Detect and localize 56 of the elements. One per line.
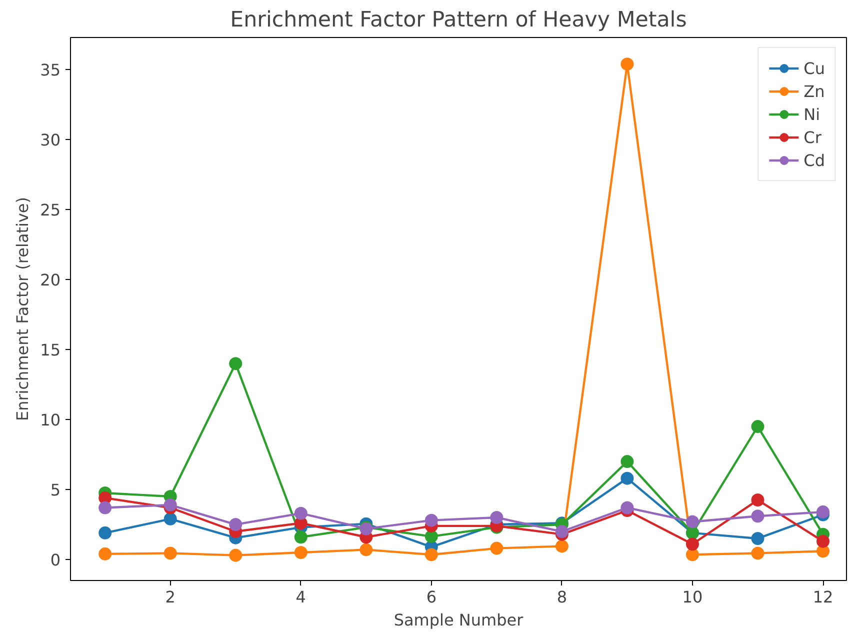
point bbox=[555, 525, 568, 538]
x-tick-label: 8 bbox=[556, 588, 568, 606]
legend-label: Cd bbox=[804, 150, 825, 170]
point bbox=[229, 548, 242, 562]
y-tick-label: 15 bbox=[40, 340, 60, 360]
y-tick-label: 25 bbox=[40, 200, 60, 220]
y-tick-label: 10 bbox=[40, 410, 60, 430]
legend-label: Cr bbox=[804, 128, 822, 146]
point bbox=[164, 498, 177, 512]
x-tick-label: 6 bbox=[426, 588, 437, 606]
legend-label: Zn bbox=[804, 82, 825, 100]
x-tick-label: 2 bbox=[165, 588, 176, 606]
point bbox=[98, 547, 112, 560]
point bbox=[686, 515, 699, 528]
point bbox=[751, 510, 764, 523]
point bbox=[164, 546, 177, 560]
point bbox=[424, 530, 438, 543]
point bbox=[620, 472, 634, 485]
point bbox=[751, 546, 764, 560]
point bbox=[620, 58, 634, 71]
point bbox=[620, 455, 634, 468]
point bbox=[620, 501, 634, 514]
x-tick-label: 12 bbox=[812, 588, 834, 606]
point bbox=[490, 542, 504, 555]
point bbox=[98, 526, 112, 540]
y-tick-label: 30 bbox=[40, 130, 60, 150]
point bbox=[490, 511, 504, 524]
point bbox=[751, 420, 764, 434]
point bbox=[686, 538, 699, 551]
x-axis-title: Sample Number bbox=[394, 610, 524, 630]
y-axis-title: Enrichment Factor (relative) bbox=[13, 196, 32, 422]
point bbox=[360, 543, 373, 556]
legend-label: Cu bbox=[804, 58, 825, 78]
point bbox=[98, 501, 112, 514]
y-tick-label: 20 bbox=[40, 270, 60, 290]
point bbox=[424, 548, 438, 562]
y-tick-label: 0 bbox=[50, 550, 61, 570]
point bbox=[816, 505, 830, 518]
point bbox=[686, 548, 699, 562]
point bbox=[816, 534, 830, 548]
x-tick-label: 4 bbox=[296, 588, 306, 606]
point bbox=[424, 514, 438, 527]
chart-title: Enrichment Factor Pattern of Heavy Metals bbox=[230, 8, 687, 32]
legend-label: Ni bbox=[804, 104, 822, 124]
point bbox=[294, 506, 308, 520]
point bbox=[164, 512, 177, 526]
x-tick-label: 10 bbox=[682, 588, 703, 606]
point bbox=[751, 532, 764, 546]
y-tick-label: 35 bbox=[40, 60, 60, 80]
point bbox=[294, 546, 308, 559]
point bbox=[555, 540, 568, 553]
point bbox=[751, 494, 764, 507]
point bbox=[229, 518, 242, 532]
point bbox=[229, 357, 242, 370]
point bbox=[294, 530, 308, 544]
y-tick-label: 5 bbox=[50, 480, 61, 500]
